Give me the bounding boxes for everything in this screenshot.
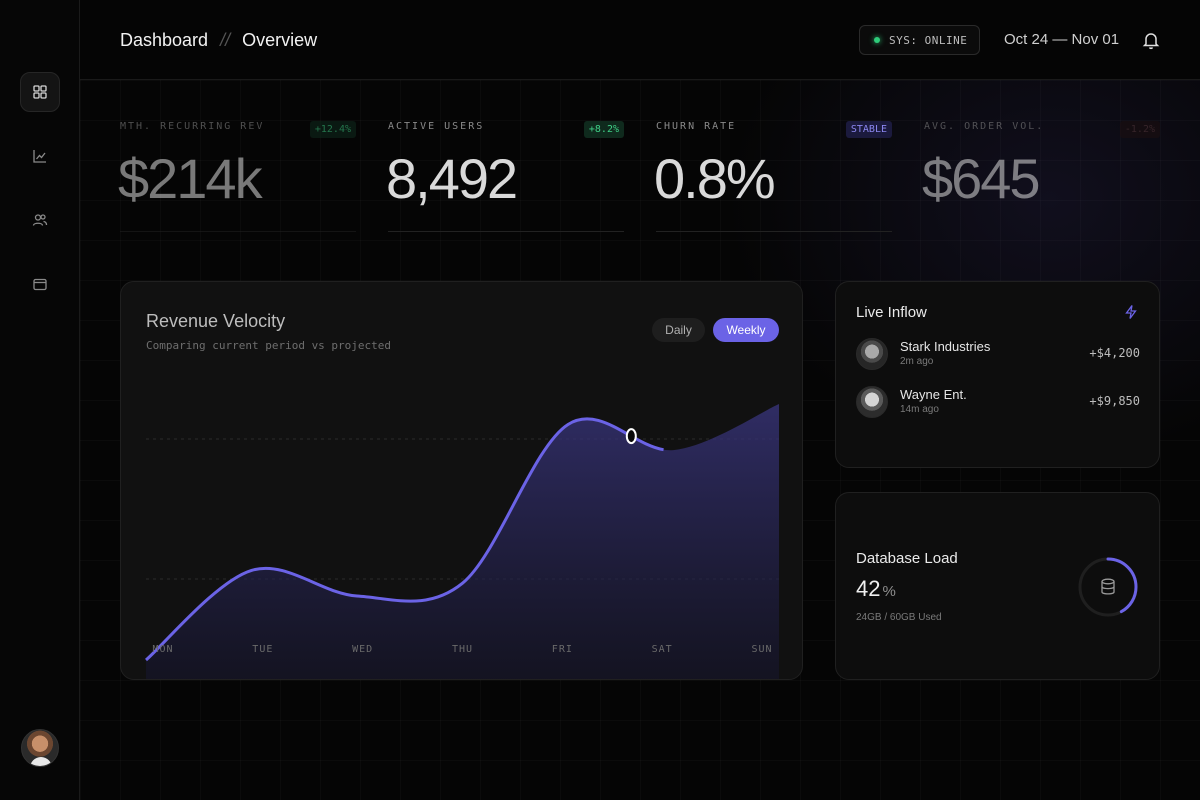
- kpi-value: 8,492: [386, 147, 518, 210]
- kpi-value: $214k: [118, 147, 263, 210]
- top-header: Dashboard // Overview SYS: ONLINE Oct 24 —…: [80, 0, 1200, 80]
- trend-chart-icon: [33, 150, 46, 163]
- breadcrumb-root[interactable]: Dashboard: [120, 30, 209, 50]
- transaction-time: 2m ago: [900, 356, 934, 367]
- x-axis-label-sat: SAT: [652, 644, 673, 655]
- kpi-label: MTH. RECURRING REV: [120, 121, 265, 132]
- nav-files-button[interactable]: [20, 264, 60, 304]
- revenue-area: [146, 404, 779, 679]
- database-usage-text: 24GB / 60GB Used: [856, 612, 942, 623]
- live-inflow-card: Live Inflow Stark Industries 2m ago +$4,…: [835, 281, 1160, 468]
- revenue-velocity-card: MON TUE WED THU FRI SAT SUN Revenue Velocity C…: [120, 281, 803, 680]
- kpi-change-badge: -1.2%: [1119, 121, 1160, 138]
- transaction-time: 14m ago: [900, 404, 939, 415]
- nav-users-button[interactable]: [20, 200, 60, 240]
- kpi-change-badge: STABLE: [845, 121, 892, 138]
- kpi-avg-order-volume: AVG. ORDER VOL. -1.2% $645: [922, 112, 1160, 232]
- kpi-label: ACTIVE USERS: [388, 121, 485, 132]
- kpi-change-badge: +12.4%: [309, 121, 356, 138]
- lightning-icon: [1125, 305, 1137, 319]
- transaction-amount: +$9,850: [1089, 394, 1140, 408]
- company-avatar: [856, 338, 888, 370]
- x-axis-label-tue: TUE: [252, 644, 273, 655]
- toggle-weekly-button[interactable]: Weekly: [713, 318, 779, 342]
- card-title: Live Inflow: [856, 304, 927, 321]
- x-axis-label-fri: FRI: [552, 644, 573, 655]
- card-title: Database Load: [856, 550, 958, 567]
- revenue-line: [145, 402, 780, 662]
- x-axis-label-thu: THU: [452, 644, 473, 655]
- date-range-selector[interactable]: Oct 24 — Nov 01: [1004, 31, 1120, 48]
- kpi-label: CHURN RATE: [656, 121, 737, 132]
- sidebar: [0, 0, 80, 800]
- system-status-badge: SYS: ONLINE: [859, 25, 980, 55]
- database-icon: [1101, 578, 1115, 595]
- status-dot-icon: [874, 37, 880, 43]
- x-axis-label-wed: WED: [352, 644, 373, 655]
- kpi-label: AVG. ORDER VOL.: [924, 121, 1045, 132]
- kpi-value: $645: [922, 147, 1041, 210]
- kpi-value: 0.8%: [654, 147, 776, 210]
- user-avatar[interactable]: [21, 729, 59, 767]
- x-axis-label-sun: SUN: [751, 644, 772, 655]
- bell-icon[interactable]: [1141, 30, 1161, 50]
- system-status-text: SYS: ONLINE: [889, 33, 968, 47]
- kpi-change-badge: +8.2%: [583, 121, 624, 138]
- breadcrumb-current: Overview: [242, 30, 318, 50]
- chart-hover-marker[interactable]: [625, 428, 637, 445]
- database-load-value: 42%: [856, 576, 896, 601]
- nav-analytics-button[interactable]: [20, 136, 60, 176]
- company-avatar: [856, 386, 888, 418]
- folder-icon: [33, 278, 47, 291]
- kpi-recurring-revenue: MTH. RECURRING REV +12.4% $214k: [118, 112, 356, 232]
- transaction-row[interactable]: Stark Industries 2m ago +$4,200: [856, 338, 1140, 372]
- transaction-row[interactable]: Wayne Ent. 14m ago +$9,850: [856, 386, 1140, 420]
- users-icon: [32, 214, 48, 226]
- breadcrumb-separator: //: [220, 30, 231, 50]
- kpi-churn-rate: CHURN RATE STABLE 0.8%: [654, 112, 892, 232]
- transaction-name: Stark Industries: [900, 339, 991, 354]
- transaction-amount: +$4,200: [1089, 346, 1140, 360]
- x-axis-label-mon: MON: [152, 644, 173, 655]
- card-title: Revenue Velocity: [146, 311, 286, 331]
- database-load-card: Database Load 42% 24GB / 60GB Used: [835, 492, 1160, 680]
- revenue-chart: MON TUE WED THU FRI SAT SUN: [145, 402, 780, 679]
- nav-dashboard-button[interactable]: [20, 72, 60, 112]
- kpi-active-users: ACTIVE USERS +8.2% 8,492: [386, 112, 624, 232]
- grid-icon: [33, 85, 47, 99]
- card-subtitle: Comparing current period vs projected: [146, 339, 392, 352]
- breadcrumb: Dashboard // Overview: [120, 30, 317, 51]
- toggle-daily-button[interactable]: Daily: [652, 318, 705, 342]
- transaction-name: Wayne Ent.: [900, 387, 967, 402]
- load-ring-gauge: [1078, 557, 1138, 617]
